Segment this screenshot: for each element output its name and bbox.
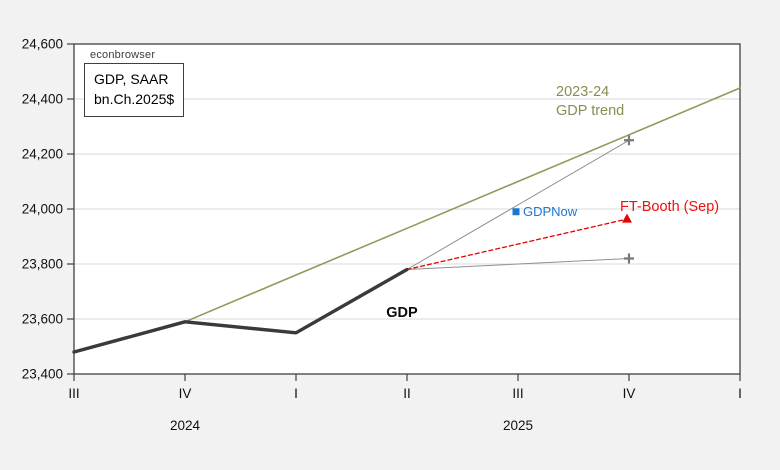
series-line-ft_booth xyxy=(406,217,630,271)
series-line-gdp xyxy=(72,267,409,354)
x-tick-label: I xyxy=(294,386,298,401)
series-line-survey_low xyxy=(406,258,630,270)
gdp-series-label: GDP xyxy=(386,305,418,321)
ft-booth-series-label: FT-Booth (Sep) xyxy=(620,199,719,215)
series-line-survey_high xyxy=(406,139,630,270)
y-tick-label: 24,000 xyxy=(22,202,63,217)
y-tick-label: 23,800 xyxy=(22,257,63,272)
y-tick-label: 23,600 xyxy=(22,312,63,327)
plus-marker-survey_low xyxy=(624,253,634,264)
x-tick-label: I xyxy=(738,386,742,401)
x-tick-label: III xyxy=(68,386,79,401)
y-tick-label: 24,600 xyxy=(22,37,63,52)
trend-label-line1: 2023-24 xyxy=(556,84,609,100)
legend-line-units-2: bn.Ch.2025$ xyxy=(94,91,175,108)
x-tick-label: III xyxy=(512,386,523,401)
x-tick-label: IV xyxy=(179,386,192,401)
y-tick-label: 24,400 xyxy=(22,92,63,107)
legend-line-units-1: GDP, SAAR xyxy=(94,71,169,87)
series-line-trend xyxy=(184,87,741,323)
x-year-label: 2025 xyxy=(503,418,533,433)
y-tick-label: 24,200 xyxy=(22,147,63,162)
triangle-marker-ft_booth xyxy=(622,213,632,223)
plus-marker-survey_high xyxy=(624,135,634,146)
square-marker-gdpnow xyxy=(512,208,520,216)
y-tick-label: 23,400 xyxy=(22,367,63,382)
gdpnow-series-label: GDPNow xyxy=(523,204,578,219)
x-year-label: 2024 xyxy=(170,418,201,433)
econbrowser-watermark: econbrowser xyxy=(90,49,156,61)
units-legend-box: GDP, SAAR bn.Ch.2025$ xyxy=(84,63,185,117)
x-tick-label: II xyxy=(403,386,411,401)
x-tick-label: IV xyxy=(623,386,636,401)
trend-label-line2: GDP trend xyxy=(556,103,624,119)
